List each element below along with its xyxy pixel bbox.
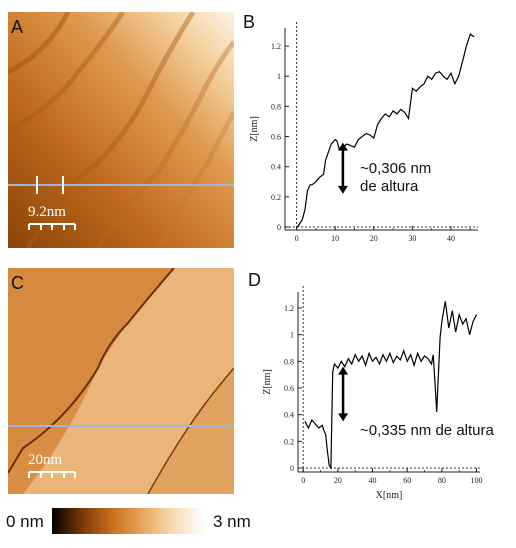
chart-b-group: 0 10 20 30 40 0 0.2 0.4 0.6 0.8 1 1.2 Z[nm] [249,22,478,243]
annotation-b: ~0,306 nm de altura [360,160,431,196]
annotation-b-line2: de altura [360,178,419,195]
chart-d-xtick-label: 20 [334,476,342,485]
chart-b-series-line [296,32,475,228]
chart-d-xtick-label: 40 [369,476,377,485]
chart-b-ytick-label: 1.2 [271,42,281,51]
chart-d-xlabel: X[nm] [376,490,403,501]
chart-d-series-line [304,301,478,471]
chart-d-xtick-label: 0 [301,476,305,485]
annotation-d-text: ~0,335 nm de altura [360,422,494,439]
chart-d-ytick-label: 0.8 [284,357,294,366]
chart-d-group: 0 20 40 60 80 100 0 0.2 0.4 0.6 0.8 1 1.2 Z[nm] X[nm] [262,286,483,501]
scale-bar-label-c: 20nm [28,452,63,468]
chart-b-xtick-label: 40 [447,234,455,243]
chart-b-ytick-label: 0.4 [271,163,281,172]
chart-d-ytick-label: 0.6 [284,384,294,393]
panel-letter-d: D [248,270,261,290]
chart-d-ytick-label: 0.2 [284,437,294,446]
chart-d-ytick-label: 0.4 [284,411,294,420]
chart-d-xtick-label: 100 [471,476,483,485]
chart-b-xtick-label: 10 [331,234,339,243]
panel-letter-a: A [11,17,24,37]
chart-b-arrowhead-up [337,142,348,151]
chart-d-xtick-label: 80 [438,476,446,485]
chart-b-xtick-label: 30 [408,234,416,243]
colorbar [52,508,204,534]
chart-d-ytick-label: 1.2 [284,304,294,313]
chart-d-ylabel: Z[nm] [262,369,273,395]
scale-bar-c [28,471,76,478]
afm-image-c: C 20nm [8,268,234,494]
chart-b-ytick-label: 0 [277,223,281,232]
chart-b-ytick-label: 0.8 [271,102,281,111]
scale-bar-a [28,223,76,230]
chart-b-ytick-label: 0.6 [271,133,281,142]
chart-b-ytick-label: 0.2 [271,193,281,202]
annotation-d: ~0,335 nm de altura [360,422,494,440]
scale-bar-label-a: 9.2nm [28,204,66,220]
chart-b-xtick-label: 0 [295,234,299,243]
afm-image-a: A 9.2nm [8,12,234,248]
chart-d-ytick-label: 1 [290,331,294,340]
chart-b-ytick-label: 1 [277,72,281,81]
colorbar-min-label: 0 nm [6,512,44,531]
chart-b-xtick-label: 20 [370,234,378,243]
chart-d-ytick-label: 0 [290,464,294,473]
annotation-b-line1: ~0,306 nm [360,160,432,177]
panel-letter-b: B [243,12,256,32]
colorbar-max-label: 3 nm [213,512,251,531]
chart-d-arrowhead-down [338,413,349,422]
chart-d-arrowhead-up [338,366,349,375]
panel-letter-c: C [11,273,24,293]
chart-b-arrowhead-down [337,185,348,194]
chart-b-ylabel: Z[nm] [249,116,260,142]
chart-d-xtick-label: 60 [403,476,411,485]
